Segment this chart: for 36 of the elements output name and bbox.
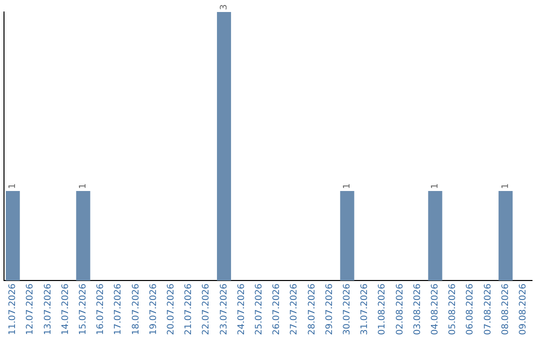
x-tick-label: 17.07.2026 [114, 283, 124, 335]
x-tick-label: 01.08.2026 [378, 283, 388, 335]
x-tick-label: 09.08.2026 [518, 283, 529, 335]
x-tick-label: 27.07.2026 [290, 283, 300, 335]
x-tick-label: 26.07.2026 [272, 283, 282, 335]
x-tick-label: 12.07.2026 [26, 283, 36, 335]
x-tick-label: 23.07.2026 [219, 283, 230, 335]
x-tick-label: 25.07.2026 [254, 283, 265, 335]
x-tick-label: 02.08.2026 [395, 283, 406, 335]
x-tick-label: 11.07.2026 [8, 283, 18, 335]
x-tick-label: 19.07.2026 [148, 283, 159, 335]
x-tick-label: 06.08.2026 [466, 283, 476, 335]
data-label: 1 [342, 183, 353, 189]
x-tick-label: 07.08.2026 [483, 283, 494, 335]
x-tick-label: 13.07.2026 [43, 283, 54, 335]
data-label: 1 [78, 183, 89, 189]
x-tick-label: 24.07.2026 [236, 283, 247, 335]
x-tick-label: 03.08.2026 [412, 283, 423, 335]
data-label: 1 [8, 183, 18, 189]
x-tick-label: 18.07.2026 [131, 283, 142, 335]
x-tick-label: 29.07.2026 [324, 283, 335, 335]
x-tick-label: 21.07.2026 [184, 283, 194, 335]
x-tick-label: 05.08.2026 [448, 283, 458, 335]
data-label: 3 [219, 4, 230, 10]
x-tick-label: 20.07.2026 [166, 283, 177, 335]
x-tick-label: 28.07.2026 [307, 283, 318, 335]
x-tick-label: 14.07.2026 [60, 283, 71, 335]
x-tick-label: 30.07.2026 [342, 283, 353, 335]
x-tick-label: 31.07.2026 [360, 283, 370, 335]
x-tick-label: 22.07.2026 [202, 283, 212, 335]
x-tick-label: 04.08.2026 [430, 283, 441, 335]
x-tick-label: 16.07.2026 [96, 283, 106, 335]
x-tick-label: 15.07.2026 [78, 283, 89, 335]
data-label: 1 [430, 183, 441, 189]
data-label: 1 [500, 183, 511, 189]
x-tick-label: 08.08.2026 [500, 283, 511, 335]
